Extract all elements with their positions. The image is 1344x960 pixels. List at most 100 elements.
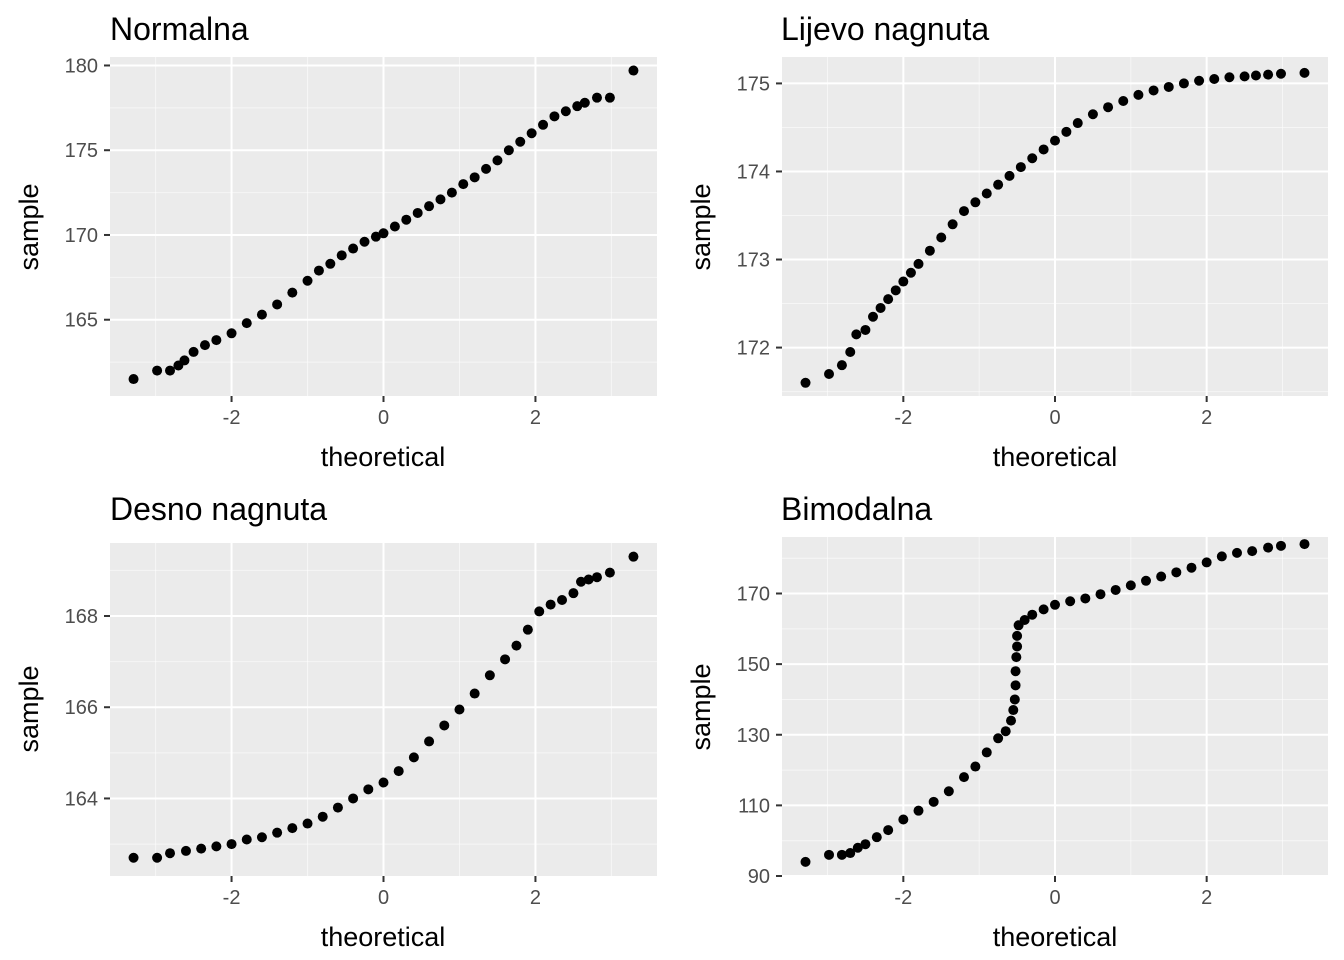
data-point (1010, 680, 1021, 691)
data-point (1103, 102, 1114, 113)
data-point (905, 267, 916, 278)
data-point (1072, 118, 1083, 129)
facet-normalna: Normalna -2 0 2 165 170 175 180 theoretical sa… (14, 11, 657, 472)
data-point (959, 772, 969, 783)
data-point (1050, 135, 1060, 146)
data-point (970, 761, 981, 772)
data-point (370, 231, 381, 242)
axis-ticks: -2 0 2 165 170 175 180 (65, 55, 541, 429)
data-point (128, 852, 139, 863)
data-point (898, 276, 909, 287)
data-points (800, 67, 1310, 388)
data-point (180, 845, 191, 856)
data-point (1224, 72, 1235, 83)
data-points (800, 539, 1310, 867)
data-point (1050, 599, 1060, 610)
data-point (860, 324, 871, 335)
data-point (924, 245, 935, 256)
data-point (913, 805, 924, 816)
x-tick-label: -2 (223, 407, 241, 429)
data-point (824, 368, 835, 379)
data-point (287, 823, 298, 834)
x-tick-label: -2 (894, 407, 912, 429)
data-point (604, 567, 615, 578)
data-point (591, 572, 602, 583)
data-point (836, 849, 847, 860)
data-point (1148, 85, 1159, 96)
data-point (1194, 75, 1205, 86)
data-point (852, 842, 863, 853)
data-point (583, 574, 594, 585)
data-point (165, 848, 176, 859)
data-point (348, 793, 359, 804)
data-point (401, 214, 412, 225)
data-point (241, 834, 252, 845)
y-tick-label: 175 (737, 73, 770, 95)
data-point (348, 243, 359, 254)
data-point (469, 172, 480, 183)
data-point (302, 818, 313, 829)
y-axis-title: sample (686, 663, 716, 750)
facet-bimodalna: Bimodalna -2 0 2 90 110 130 150 170 theoretical… (686, 491, 1328, 952)
data-point (492, 155, 503, 166)
data-point (591, 92, 602, 103)
data-point (500, 654, 511, 665)
axis-ticks: -2 0 2 164 166 168 (65, 606, 541, 909)
data-point (1171, 567, 1182, 578)
data-point (1027, 609, 1038, 620)
data-point (424, 201, 435, 212)
data-point (1110, 584, 1121, 595)
y-tick-label: 170 (65, 225, 98, 247)
data-point (549, 111, 560, 122)
data-point (1178, 78, 1189, 89)
data-point (851, 329, 862, 340)
grid-lines (110, 543, 657, 876)
data-point (1038, 604, 1049, 615)
data-point (302, 275, 313, 286)
data-point (947, 219, 958, 230)
data-point (1038, 144, 1049, 155)
data-point (579, 97, 590, 108)
data-point (1163, 81, 1174, 92)
data-point (256, 309, 267, 320)
x-tick-label: 0 (378, 407, 389, 429)
data-point (522, 624, 533, 635)
x-tick-label: -2 (223, 887, 241, 909)
data-point (188, 346, 199, 357)
data-point (1027, 153, 1038, 164)
axis-ticks: -2 0 2 90 110 130 150 170 (737, 584, 1213, 910)
data-point (378, 228, 389, 239)
data-point (484, 670, 495, 681)
data-point (196, 843, 207, 854)
data-point (1061, 126, 1072, 137)
data-point (389, 221, 400, 232)
data-point (860, 839, 871, 850)
data-point (1216, 551, 1227, 562)
x-tick-label: 0 (1049, 887, 1060, 909)
data-point (970, 197, 981, 208)
data-point (1275, 540, 1286, 551)
data-point (272, 827, 283, 838)
data-point (800, 856, 811, 867)
y-tick-label: 172 (737, 338, 770, 360)
data-point (913, 258, 924, 269)
data-point (1008, 705, 1019, 716)
data-point (1239, 71, 1250, 82)
data-point (1247, 546, 1258, 557)
data-point (1125, 580, 1136, 591)
data-point (871, 832, 882, 843)
data-point (1012, 641, 1023, 652)
y-axis-title: sample (14, 665, 44, 752)
data-point (1080, 593, 1091, 604)
data-point (1209, 74, 1220, 85)
data-point (458, 179, 469, 190)
y-tick-label: 174 (737, 161, 770, 183)
data-point (824, 849, 835, 860)
data-point (511, 640, 522, 651)
data-point (336, 250, 347, 261)
axis-ticks: -2 0 2 172 173 174 175 (737, 73, 1213, 429)
y-tick-label: 180 (65, 55, 98, 77)
data-point (412, 207, 423, 218)
data-point (1004, 170, 1015, 181)
